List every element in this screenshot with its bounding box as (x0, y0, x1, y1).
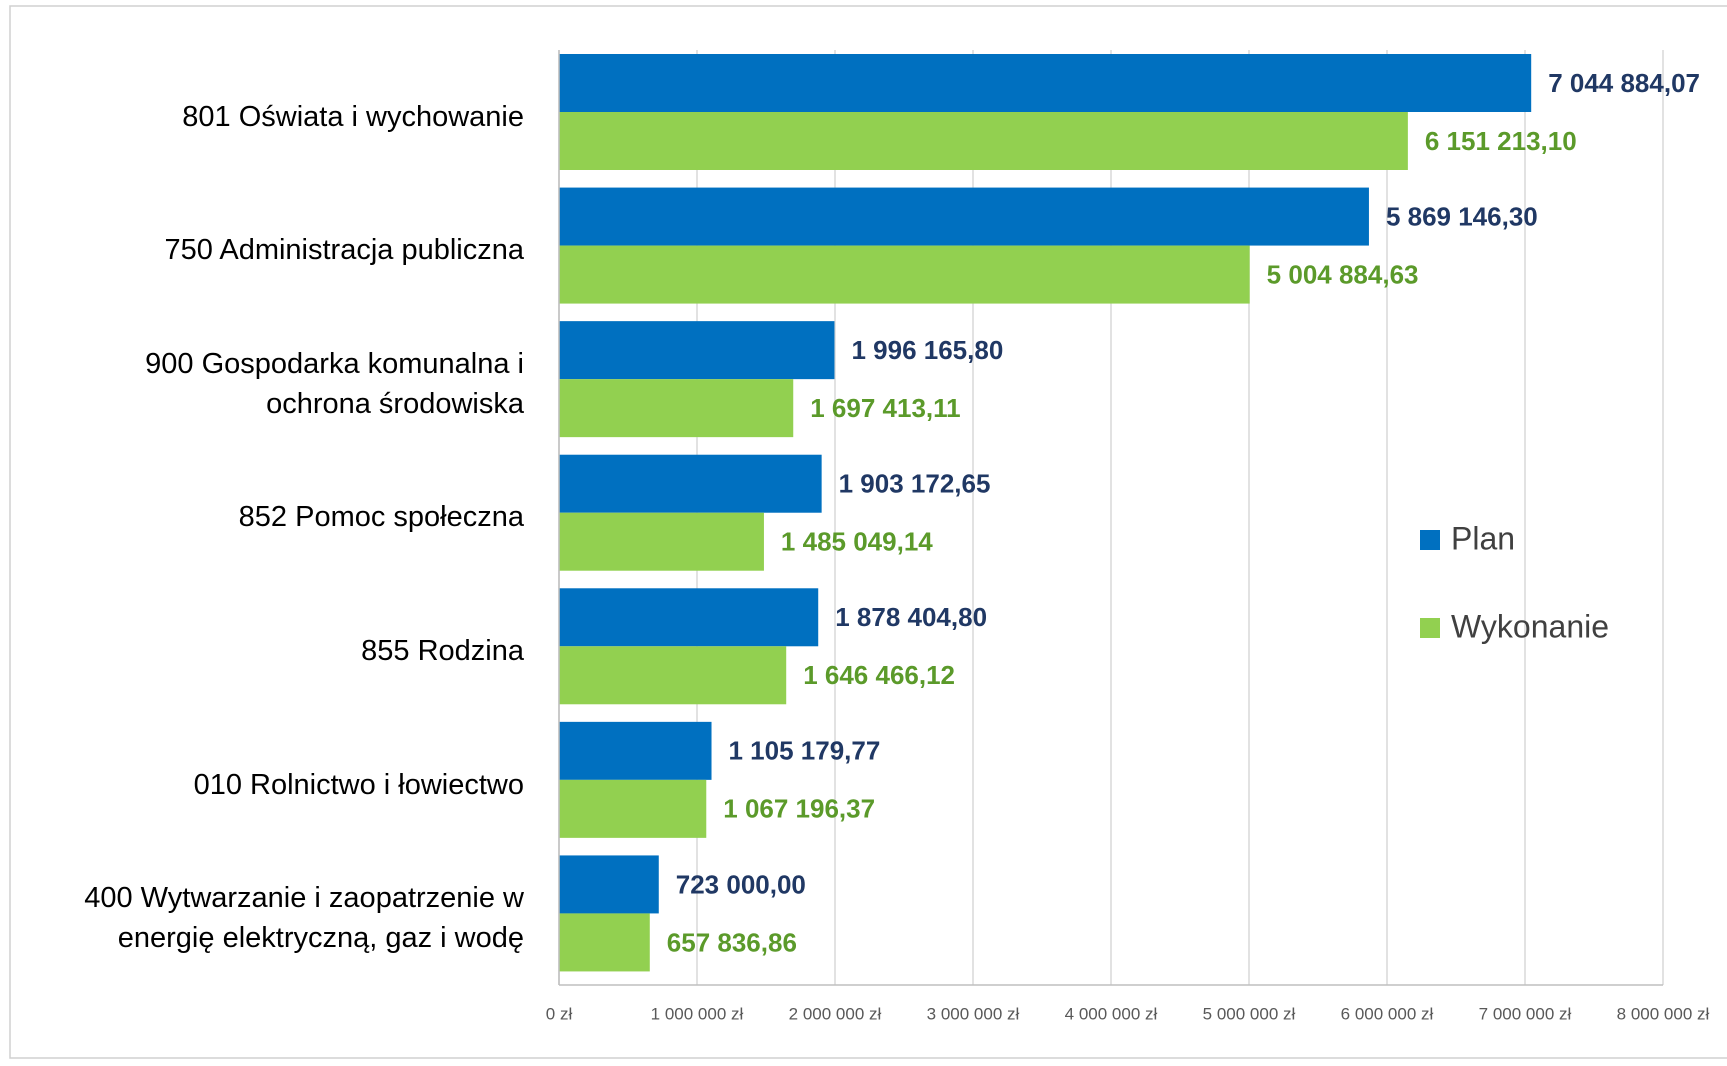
bar (559, 54, 1532, 112)
bar (559, 245, 1250, 304)
legend-swatch (1420, 618, 1440, 638)
value-label: 1 996 165,80 (851, 335, 1003, 365)
bar (559, 512, 764, 571)
value-label: 1 646 466,12 (803, 660, 955, 690)
bar (559, 779, 707, 838)
bar (559, 588, 819, 647)
category-label: 852 Pomoc społeczna (238, 501, 524, 534)
value-label: 6 151 213,10 (1425, 126, 1577, 156)
value-label: 1 903 172,65 (839, 469, 991, 499)
value-label: 1 105 179,77 (729, 736, 881, 766)
bar (559, 646, 787, 705)
bar (559, 379, 794, 438)
bar (559, 913, 650, 972)
category-label: 900 Gospodarka komunalna i ochrona środo… (145, 347, 524, 420)
bar (559, 454, 822, 513)
category-label: 801 Oświata i wychowanie (182, 100, 524, 133)
legend-swatch (1420, 530, 1440, 550)
bar (559, 112, 1408, 170)
value-label: 1 485 049,14 (781, 527, 933, 557)
bar (559, 321, 835, 380)
value-label: 5 004 884,63 (1267, 259, 1419, 289)
x-tick-label: 0 zł (546, 1004, 573, 1023)
category-label: 400 Wytwarzanie i zaopatrzenie w energię… (84, 882, 524, 955)
x-tick-label: 2 000 000 zł (789, 1004, 882, 1023)
x-tick-label: 6 000 000 zł (1341, 1004, 1434, 1023)
value-label: 7 044 884,07 (1548, 68, 1700, 98)
value-label: 5 869 146,30 (1386, 201, 1538, 231)
x-tick-label: 1 000 000 zł (651, 1004, 744, 1023)
x-tick-label: 3 000 000 zł (927, 1004, 1020, 1023)
bar (559, 855, 659, 914)
bar (559, 187, 1369, 246)
value-label: 657 836,86 (667, 927, 797, 957)
value-label: 1 878 404,80 (835, 602, 987, 632)
value-label: 1 697 413,11 (810, 393, 960, 423)
category-label: 750 Administracja publiczna (164, 234, 524, 267)
category-label: 855 Rodzina (361, 635, 524, 668)
x-tick-label: 8 000 000 zł (1617, 1004, 1710, 1023)
bar (559, 721, 712, 780)
x-tick-label: 5 000 000 zł (1203, 1004, 1296, 1023)
legend-label: Wykonanie (1451, 608, 1609, 644)
category-label: 010 Rolnictwo i łowiectwo (193, 768, 524, 801)
value-label: 723 000,00 (676, 869, 806, 899)
value-label: 1 067 196,37 (723, 794, 875, 824)
legend-label: Plan (1451, 520, 1515, 556)
chart-border (9, 5, 1727, 1059)
x-tick-label: 7 000 000 zł (1479, 1004, 1572, 1023)
x-tick-label: 4 000 000 zł (1065, 1004, 1158, 1023)
